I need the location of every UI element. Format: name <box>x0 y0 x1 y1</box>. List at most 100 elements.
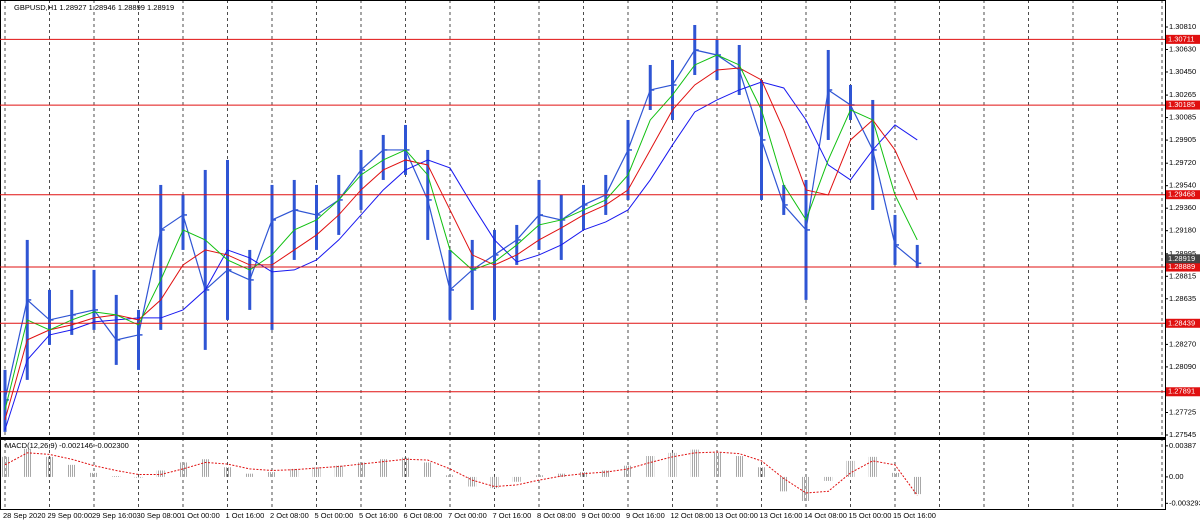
moving-average <box>4 54 918 411</box>
price-bar <box>648 64 652 110</box>
macd-bar <box>735 456 744 477</box>
x-tick-label: 28 Sep 2020 <box>3 511 46 520</box>
level-label: 1.30711 <box>1168 34 1195 43</box>
macd-bar <box>45 456 54 477</box>
y-tick-label: 1.30630 <box>1169 44 1196 53</box>
y-tick-label: 1.29720 <box>1169 158 1196 167</box>
level-label-box <box>1166 190 1200 200</box>
x-tick-label: 29 Sep 16:00 <box>92 511 137 520</box>
macd-bar <box>824 476 833 481</box>
y-tick-label: 0.00 <box>1169 472 1184 481</box>
price-bar <box>359 149 363 210</box>
y-tick-label: 1.27545 <box>1169 430 1196 439</box>
macd-bar <box>201 459 210 477</box>
moving-average <box>4 67 918 421</box>
x-tick-label: 15 Oct 00:00 <box>849 511 892 520</box>
y-tick-label: 1.29180 <box>1169 226 1196 235</box>
level-label-box <box>1166 100 1200 110</box>
last-price-box <box>1166 254 1200 264</box>
price-bar <box>292 179 296 260</box>
y-tick-label: 1.29540 <box>1169 181 1196 190</box>
moving-average <box>4 81 918 431</box>
level-label-box <box>1166 387 1200 397</box>
macd-bar <box>1 456 9 477</box>
macd-bar <box>90 472 98 477</box>
x-tick-label: 5 Oct 16:00 <box>359 511 398 520</box>
y-tick-label: 1.30265 <box>1169 90 1196 99</box>
x-tick-label: 7 Oct 16:00 <box>493 511 532 520</box>
y-tick-label: 1.28090 <box>1169 362 1196 371</box>
price-bar <box>337 174 341 235</box>
macd-bar <box>67 464 76 477</box>
level-label: 1.30185 <box>1168 100 1195 109</box>
macd-bar <box>868 456 877 477</box>
x-tick-label: 1 Oct 16:00 <box>226 511 265 520</box>
price-bar <box>782 184 786 215</box>
macd-bar <box>846 460 855 477</box>
macd-bar <box>690 449 699 477</box>
price-bar <box>92 269 96 330</box>
price-bar <box>203 169 207 350</box>
price-bar <box>137 309 140 370</box>
x-tick-label: 12 Oct 08:00 <box>671 511 714 520</box>
last-price-label: 1.28919 <box>1168 254 1195 263</box>
level-label: 1.28439 <box>1168 318 1195 327</box>
price-bar <box>871 99 875 210</box>
macd-bar <box>290 468 299 477</box>
macd-frame <box>0 439 1166 510</box>
price-bar <box>270 184 274 330</box>
x-tick-label: 8 Oct 08:00 <box>537 511 576 520</box>
macd-bar <box>446 475 454 477</box>
price-bar <box>826 49 830 140</box>
level-label: 1.28889 <box>1168 262 1195 271</box>
x-tick-label: 1 Oct 00:00 <box>181 511 220 520</box>
macd-bar <box>468 476 477 487</box>
price-bar <box>849 84 852 120</box>
y-tick-label: 1.28635 <box>1169 294 1196 303</box>
y-tick-label: 1.30810 <box>1169 22 1196 31</box>
x-tick-label: 15 Oct 16:00 <box>893 511 936 520</box>
x-tick-label: 13 Oct 16:00 <box>760 511 803 520</box>
price-bar <box>448 249 452 320</box>
y-tick-label: 1.27725 <box>1169 407 1196 416</box>
price-bar <box>804 179 808 300</box>
price-bar <box>893 214 897 265</box>
y-tick-label: -0.003293 <box>1169 498 1200 507</box>
x-tick-label: 5 Oct 00:00 <box>315 511 354 520</box>
y-tick-label: 0.00387 <box>1169 441 1196 450</box>
macd-bar <box>23 448 32 477</box>
macd-bar <box>245 473 254 477</box>
macd-bar <box>490 476 499 489</box>
macd-bar <box>423 462 432 477</box>
price-bar <box>70 289 74 335</box>
price-bar <box>915 244 919 268</box>
macd-title: MACD(12,26,9) -0.002146 -0.002300 <box>5 441 129 450</box>
macd-bar <box>156 470 165 477</box>
x-tick-label: 7 Oct 00:00 <box>448 511 487 520</box>
x-tick-label: 30 Sep 08:00 <box>137 511 182 520</box>
y-tick-label: 1.28815 <box>1169 271 1196 280</box>
price-bar <box>493 229 496 320</box>
x-tick-label: 13 Oct 00:00 <box>715 511 758 520</box>
price-bar <box>715 39 719 80</box>
price-bar <box>470 239 474 310</box>
x-tick-label: 29 Sep 00:00 <box>48 511 93 520</box>
price-bar <box>3 369 7 432</box>
macd-bar <box>379 459 388 477</box>
macd-bar <box>891 472 899 477</box>
x-tick-label: 14 Oct 08:00 <box>804 511 847 520</box>
price-bar <box>181 194 185 250</box>
price-bar <box>48 289 51 345</box>
y-tick-label: 1.28270 <box>1169 339 1196 348</box>
x-tick-label: 6 Oct 08:00 <box>404 511 443 520</box>
level-label: 1.27891 <box>1168 387 1195 396</box>
macd-bar <box>624 465 632 477</box>
y-tick-label: 1.29360 <box>1169 203 1196 212</box>
macd-bar <box>401 457 410 477</box>
macd-bar <box>646 456 655 477</box>
macd-bar <box>179 462 187 477</box>
price-bar <box>159 184 163 330</box>
